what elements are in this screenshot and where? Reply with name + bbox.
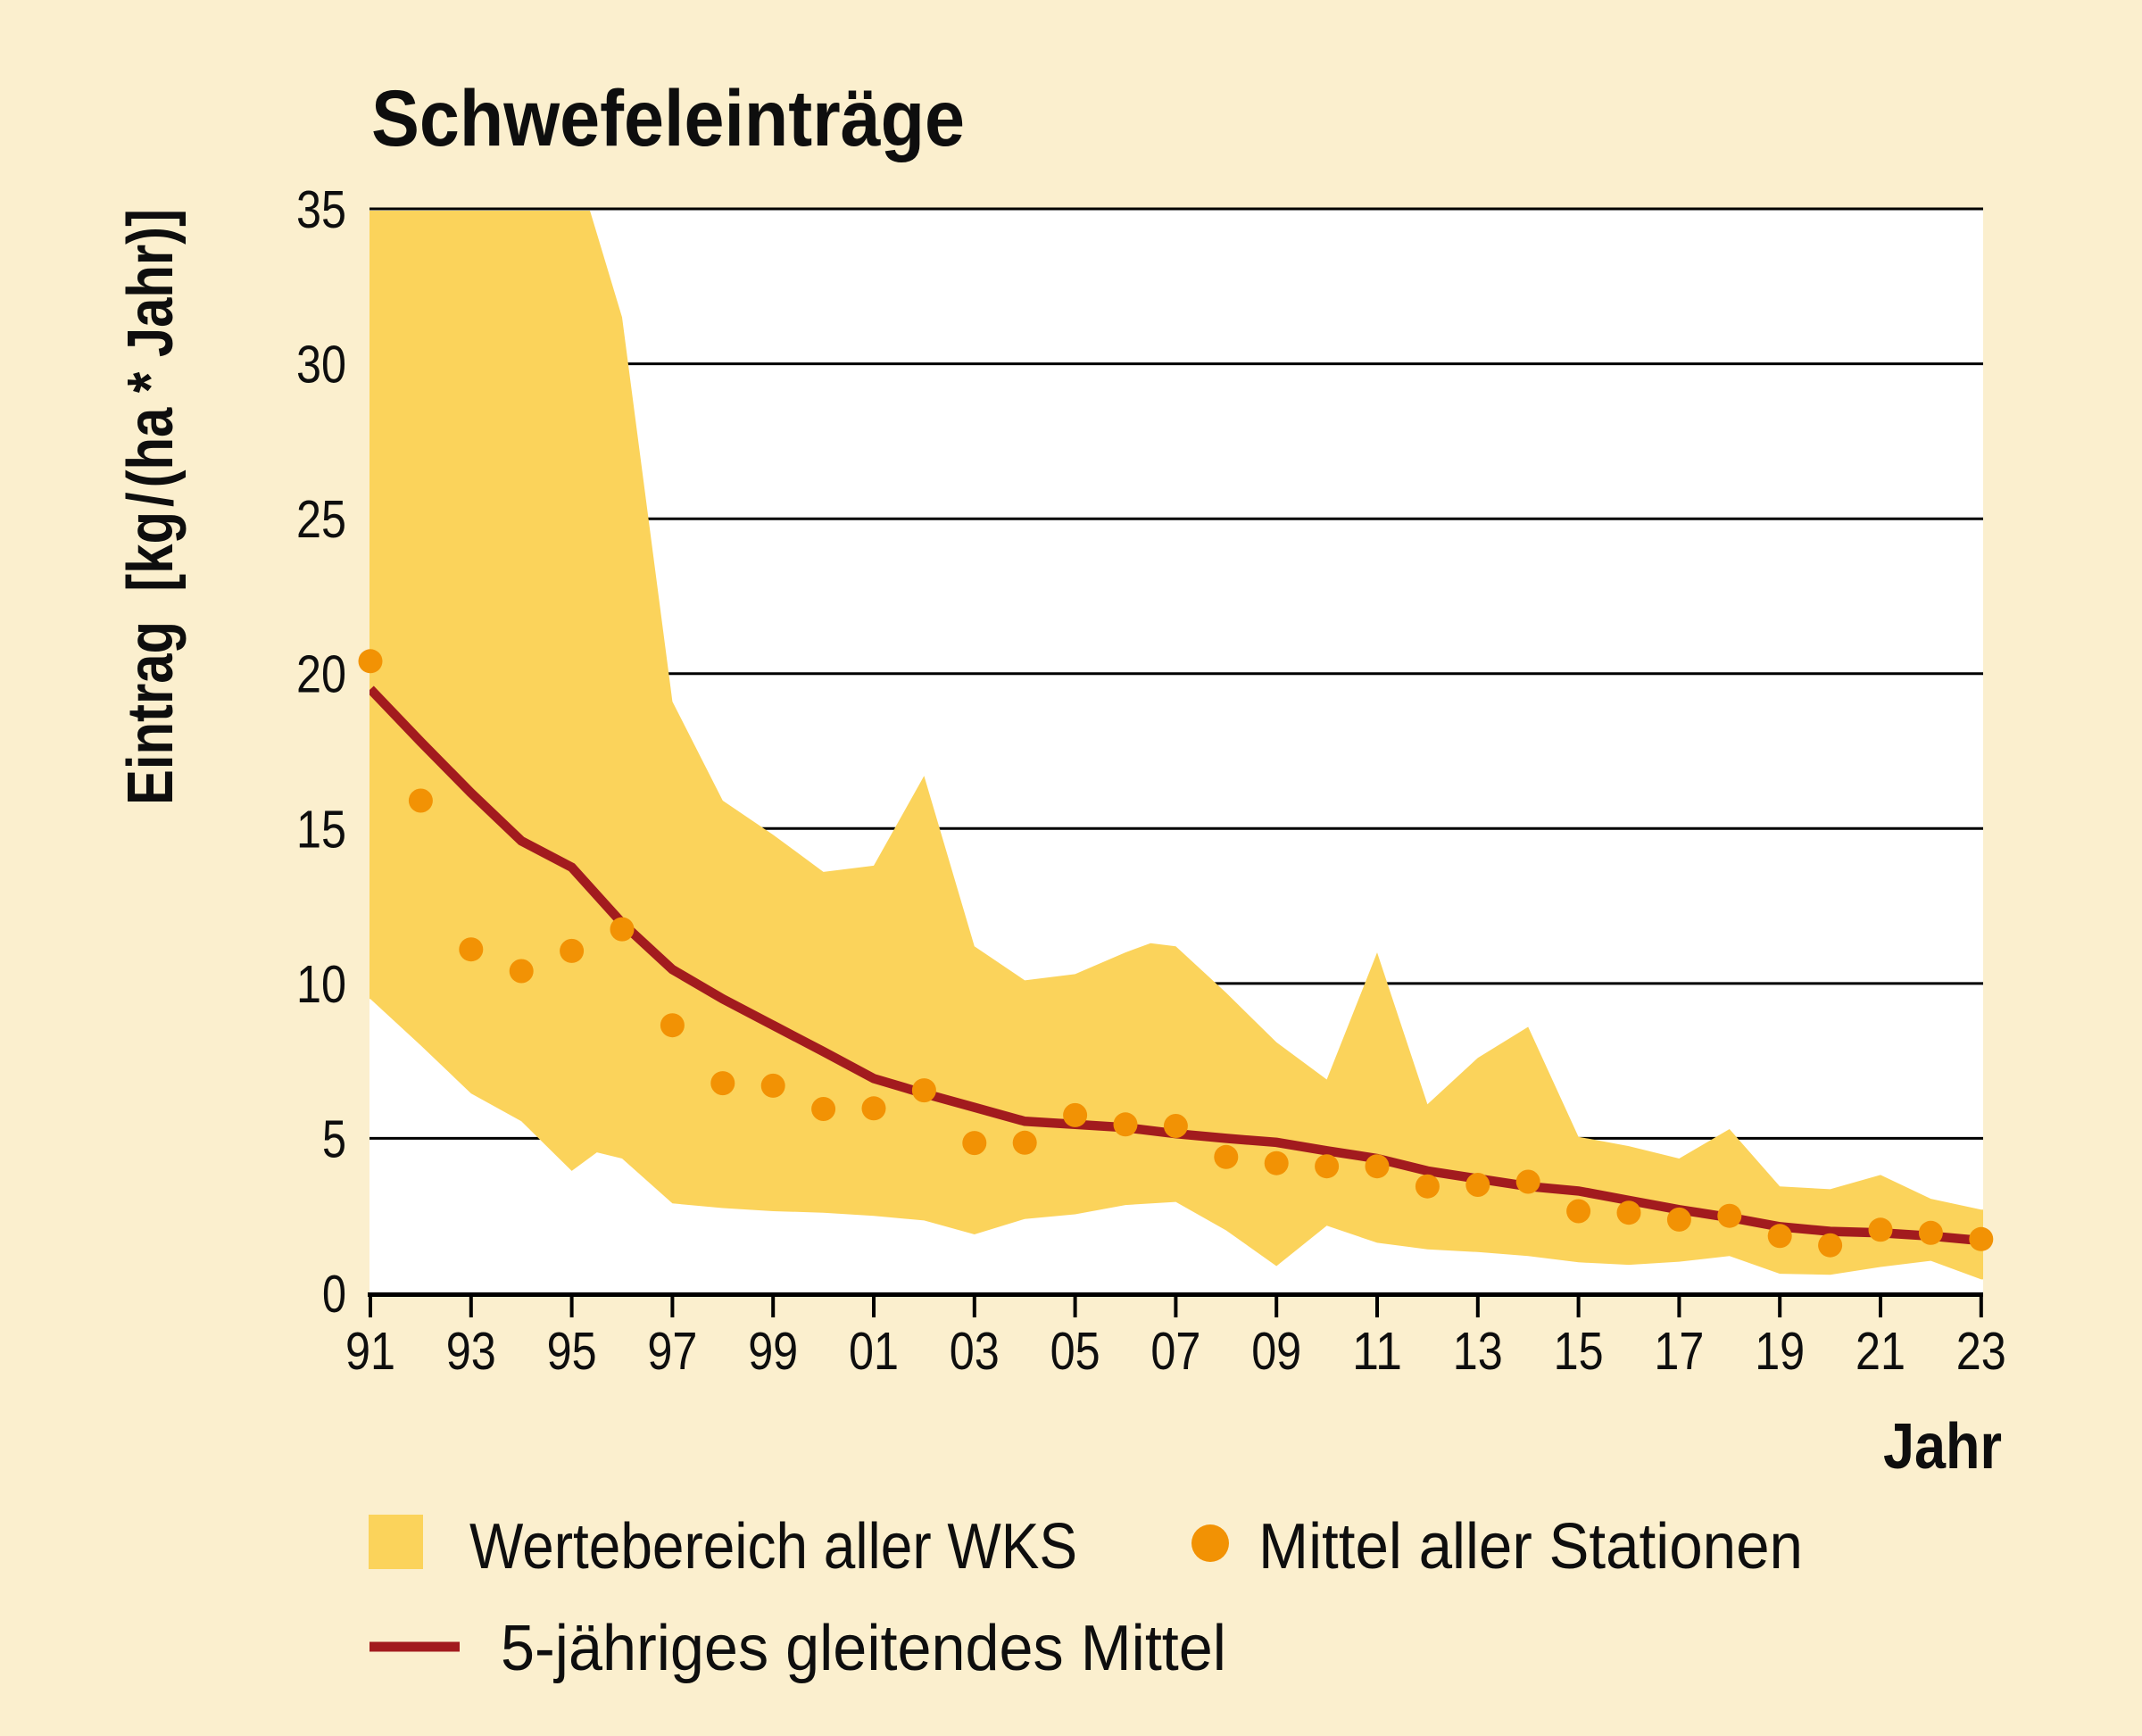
svg-text:Mittel aller Stationen: Mittel aller Stationen xyxy=(1258,1511,1803,1582)
svg-text:03: 03 xyxy=(950,1322,1000,1381)
svg-text:Schwefeleinträge: Schwefeleinträge xyxy=(371,73,965,162)
svg-text:01: 01 xyxy=(849,1322,899,1381)
svg-text:05: 05 xyxy=(1050,1322,1100,1381)
svg-text:91: 91 xyxy=(345,1322,395,1381)
svg-text:17: 17 xyxy=(1654,1322,1704,1381)
svg-text:0: 0 xyxy=(322,1265,346,1324)
svg-text:10: 10 xyxy=(296,955,346,1014)
svg-text:23: 23 xyxy=(1956,1322,2006,1381)
svg-text:21: 21 xyxy=(1856,1322,1905,1381)
svg-text:35: 35 xyxy=(296,180,346,239)
svg-text:25: 25 xyxy=(296,490,346,549)
svg-text:15: 15 xyxy=(1554,1322,1604,1381)
svg-text:19: 19 xyxy=(1755,1322,1805,1381)
svg-text:Eintrag [kg / (ha * Jahr)]: Eintrag [kg / (ha * Jahr)] xyxy=(115,209,187,805)
svg-text:Jahr: Jahr xyxy=(1883,1411,2002,1483)
svg-text:99: 99 xyxy=(748,1322,798,1381)
svg-text:11: 11 xyxy=(1352,1322,1402,1381)
svg-text:13: 13 xyxy=(1453,1322,1503,1381)
svg-text:20: 20 xyxy=(296,645,346,704)
svg-text:09: 09 xyxy=(1251,1322,1301,1381)
svg-text:30: 30 xyxy=(296,336,346,395)
svg-text:07: 07 xyxy=(1150,1322,1200,1381)
svg-text:15: 15 xyxy=(296,800,346,859)
svg-text:97: 97 xyxy=(647,1322,697,1381)
svg-text:Wertebereich aller WKS: Wertebereich aller WKS xyxy=(469,1511,1077,1582)
svg-text:93: 93 xyxy=(446,1322,496,1381)
svg-text:5: 5 xyxy=(322,1109,346,1168)
svg-text:95: 95 xyxy=(547,1322,597,1381)
svg-text:5-jähriges gleitendes Mittel: 5-jähriges gleitendes Mittel xyxy=(501,1613,1226,1684)
